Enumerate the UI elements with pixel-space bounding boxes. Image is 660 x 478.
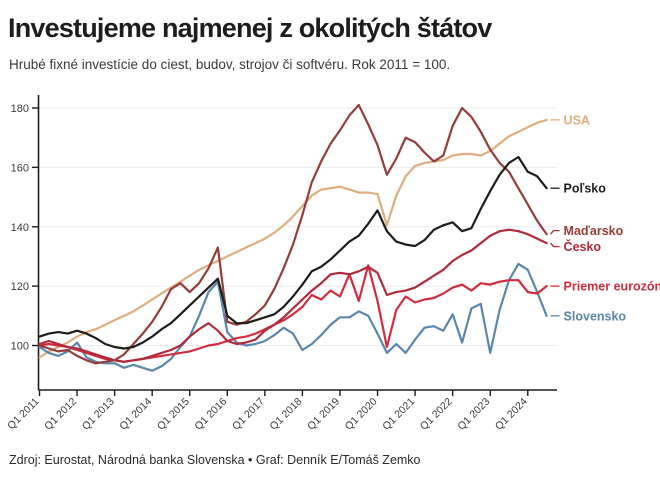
y-tick-label: 100 xyxy=(11,341,29,353)
page-title: Investujeme najmenej z okolitých štátov xyxy=(8,13,492,43)
y-tick-label: 180 xyxy=(11,103,29,115)
x-tick-label: Q1 2022 xyxy=(418,396,455,433)
series-line--esko xyxy=(38,228,548,363)
legend-label-ma-arsko: Maďarsko xyxy=(564,224,624,238)
series-line-ma-arsko xyxy=(38,103,548,365)
x-tick-label: Q1 2023 xyxy=(455,396,492,433)
x-tick-label: Q1 2015 xyxy=(155,396,192,433)
chart-subtitle: Hrubé fixné investície do ciest, budov, … xyxy=(9,57,451,72)
y-tick-label: 160 xyxy=(11,162,29,174)
series-line-usa xyxy=(38,118,548,359)
legend-label-po-sko: Poľsko xyxy=(564,182,607,196)
y-tick-label: 120 xyxy=(11,281,29,293)
x-tick-label: Q1 2020 xyxy=(343,396,380,433)
source-credit: Zdroj: Eurostat, Národná banka Slovenska… xyxy=(9,453,421,467)
x-tick-label: Q1 2018 xyxy=(268,396,305,433)
legend-label--esko: Česko xyxy=(564,239,602,254)
x-tick-label: Q1 2014 xyxy=(117,396,154,433)
x-tick-label: Q1 2021 xyxy=(380,396,417,433)
x-tick-label: Q1 2013 xyxy=(80,396,117,433)
x-tick-label: Q1 2019 xyxy=(305,396,342,433)
x-tick-label: Q1 2012 xyxy=(42,396,79,433)
legend-leader--esko xyxy=(550,242,560,248)
x-tick-label: Q1 2016 xyxy=(192,396,229,433)
y-tick-label: 140 xyxy=(11,222,29,234)
series-line-slovensko xyxy=(38,262,548,372)
legend-leader-ma-arsko xyxy=(550,229,560,235)
x-tick-label: Q1 2024 xyxy=(493,396,530,433)
legend-label-priemer-euroz-ny: Priemer eurozóny xyxy=(564,280,660,294)
series-line-po-sko xyxy=(38,155,548,350)
legend-label-usa: USA xyxy=(564,113,590,127)
legend-label-slovensko: Slovensko xyxy=(564,309,627,323)
x-tick-label: Q1 2017 xyxy=(230,396,267,433)
x-tick-label: Q1 2011 xyxy=(5,396,42,433)
